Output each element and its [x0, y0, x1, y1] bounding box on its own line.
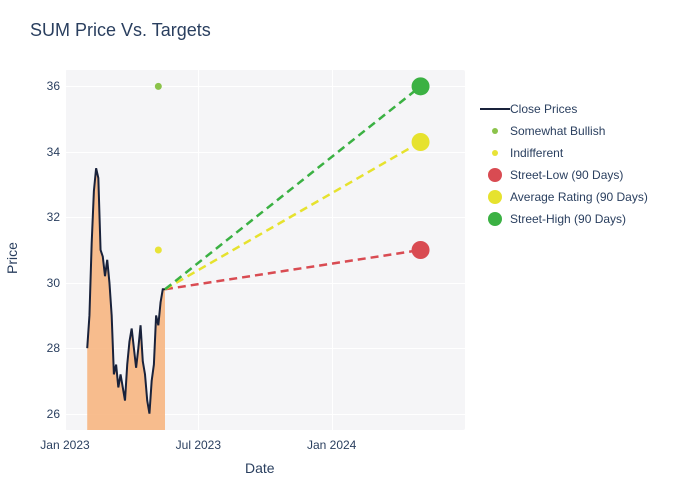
legend-swatch: [480, 168, 510, 182]
legend: Close Prices Somewhat Bullish Indifferent S…: [480, 100, 648, 232]
legend-dot-icon: [488, 168, 502, 182]
legend-item[interactable]: Close Prices: [480, 100, 648, 118]
legend-swatch: [480, 128, 510, 134]
x-axis-label: Date: [245, 460, 275, 476]
legend-swatch: [480, 108, 510, 110]
y-tick: 30: [38, 276, 60, 290]
bullish-point: [155, 83, 162, 90]
chart-svg: [65, 70, 465, 430]
y-tick: 36: [38, 79, 60, 93]
y-tick: 32: [38, 210, 60, 224]
y-tick: 34: [38, 145, 60, 159]
street_high-line: [165, 86, 421, 289]
chart-title: SUM Price Vs. Targets: [30, 20, 211, 41]
street_low-dot: [412, 241, 430, 259]
legend-swatch: [480, 190, 510, 204]
legend-item[interactable]: Somewhat Bullish: [480, 122, 648, 140]
legend-item[interactable]: Street-High (90 Days): [480, 210, 648, 228]
legend-swatch: [480, 212, 510, 226]
legend-dot-icon: [488, 190, 502, 204]
legend-dot-icon: [492, 150, 498, 156]
x-tick: Jan 2024: [307, 438, 356, 452]
legend-label: Somewhat Bullish: [510, 124, 605, 138]
plot-area: [65, 70, 465, 430]
legend-line-icon: [480, 108, 510, 110]
legend-dot-icon: [488, 212, 502, 226]
legend-label: Close Prices: [510, 102, 577, 116]
legend-dot-icon: [492, 128, 498, 134]
street_low-line: [165, 250, 421, 289]
legend-item[interactable]: Indifferent: [480, 144, 648, 162]
avg_rating-line: [165, 142, 421, 289]
x-tick: Jan 2023: [40, 438, 89, 452]
legend-label: Average Rating (90 Days): [510, 190, 648, 204]
y-tick: 26: [38, 407, 60, 421]
legend-label: Street-High (90 Days): [510, 212, 626, 226]
legend-label: Indifferent: [510, 146, 563, 160]
y-tick: 28: [38, 341, 60, 355]
legend-item[interactable]: Average Rating (90 Days): [480, 188, 648, 206]
legend-swatch: [480, 150, 510, 156]
legend-label: Street-Low (90 Days): [510, 168, 623, 182]
x-tick: Jul 2023: [176, 438, 221, 452]
legend-item[interactable]: Street-Low (90 Days): [480, 166, 648, 184]
y-axis-label: Price: [4, 242, 20, 274]
avg_rating-dot: [412, 133, 430, 151]
street_high-dot: [412, 77, 430, 95]
indifferent-point: [155, 247, 162, 254]
